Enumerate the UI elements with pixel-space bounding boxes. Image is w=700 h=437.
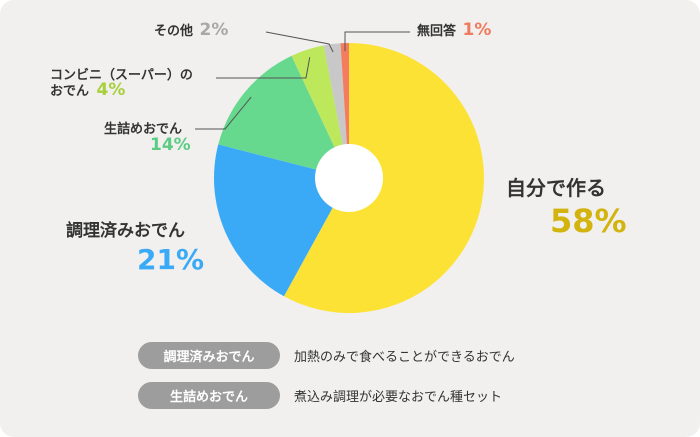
note-text-raw: 煮込み調理が必要なおでん種セット [294,390,503,405]
leader-other [265,31,334,53]
note-row-raw: 生詰めおでん 煮込み調理が必要なおでん種セット [138,382,502,409]
slice-name-convenience-line2: おでん [50,84,90,99]
slice-pct-cooked-oden: 21% [137,243,204,276]
pie-slice-cooked-oden [213,144,349,297]
slice-label-convenience-line2: おでん 4% [50,80,125,100]
slice-name-other: その他 [154,24,194,39]
donut-hole [315,144,383,212]
leader-convenience [216,57,311,79]
slice-name-convenience-line1: コンビニ（スーパー）の [50,68,193,83]
slice-label-self-made: 自分で作る [506,172,606,201]
slice-name-no-answer: 無回答 [417,24,457,39]
slice-label-other: その他 2% [154,20,228,40]
note-row-cooked: 調理済みおでん 加熱のみで食べることができるおでん [138,342,515,369]
slice-pct-self-made-text: 58% [550,202,627,240]
pie-slice-convenience [291,45,349,178]
note-tag-cooked: 調理済みおでん [138,342,280,369]
slice-pct-raw-oden-text: 14% [150,135,191,155]
slice-label-cooked-oden: 調理済みおでん [66,216,185,241]
slice-label-no-answer: 無回答 1% [417,20,491,40]
slice-name-self-made: 自分で作る [506,176,606,200]
slice-pct-cooked-oden-text: 21% [137,243,205,276]
pie-slice-self-made [283,43,484,313]
slice-pct-raw-oden: 14% [150,135,191,155]
slice-pct-convenience: 4% [96,80,126,100]
pie-slice-other [323,43,349,179]
note-text-cooked: 加熱のみで食べることができるおでん [294,350,515,365]
note-tag-raw: 生詰めおでん [138,382,280,409]
slice-pct-other: 2% [199,20,229,40]
slice-label-convenience: コンビニ（スーパー）の [50,64,193,83]
leader-raw-oden [195,96,252,130]
leader-no-answer [344,31,410,52]
slice-pct-no-answer: 1% [462,20,492,40]
slice-name-raw-oden: 生詰めおでん [104,122,183,137]
slice-pct-self-made: 58% [550,202,627,240]
slice-label-raw-oden: 生詰めおでん [104,118,182,137]
slice-name-cooked-oden: 調理済みおでん [66,221,185,241]
pie-slice-raw-oden [218,55,349,179]
